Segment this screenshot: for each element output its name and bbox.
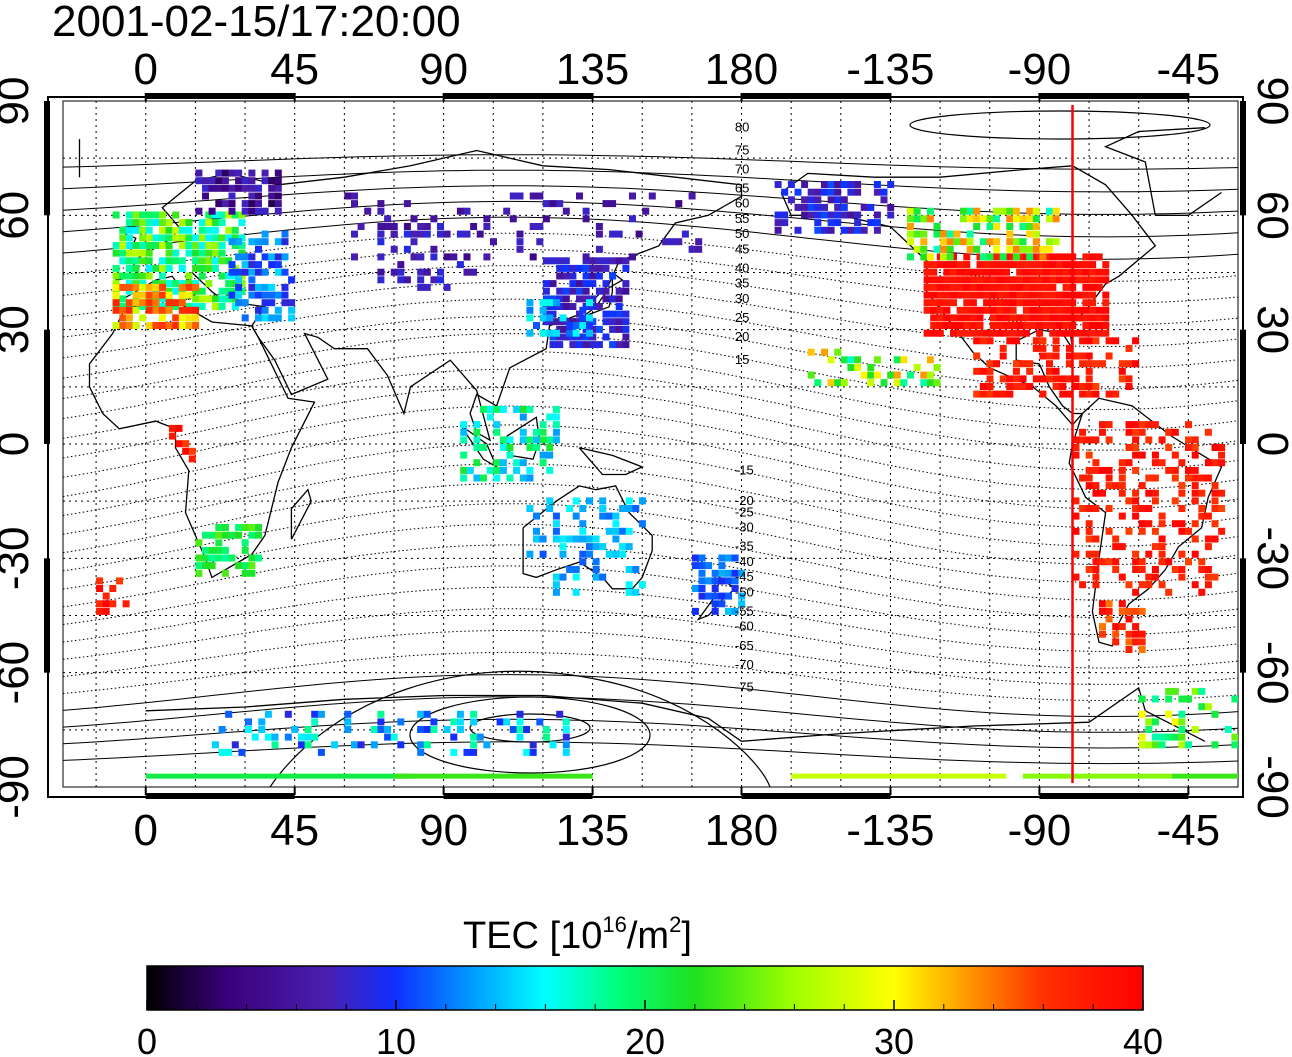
- contour-label: -40: [735, 554, 754, 569]
- lon-tick-label-bottom: -45: [1157, 806, 1221, 855]
- colorbar-label-sup1: 16: [602, 912, 626, 937]
- contour-label: 20: [735, 329, 749, 344]
- contour-label: -55: [735, 604, 754, 619]
- lon-tick-label-top: 180: [705, 45, 778, 94]
- lat-tick-label-left: 90: [0, 77, 38, 126]
- contour-label: -30: [735, 520, 754, 535]
- colorbar-label-main: TEC [10: [463, 915, 602, 957]
- contour-label: 50: [735, 226, 749, 241]
- lon-tick-label-bottom: -90: [1008, 806, 1072, 855]
- colorbar-tick-label: 40: [1123, 1021, 1163, 1057]
- lat-tick-label-right: 60: [1248, 191, 1292, 240]
- lat-tick-label-left: 60: [0, 191, 38, 240]
- colorbar-tick-label: 20: [625, 1021, 665, 1057]
- contour-label: 40: [735, 261, 749, 276]
- contour-label: 80: [735, 119, 749, 134]
- contour-label: 25: [735, 310, 749, 325]
- lat-tick-label-left: -30: [0, 527, 38, 591]
- contour-label: -15: [735, 462, 754, 477]
- lat-tick-label-right: -60: [1248, 641, 1292, 705]
- contour-label: -70: [735, 657, 754, 672]
- contour-label: 75: [735, 142, 749, 157]
- lat-tick-label-right: 30: [1248, 305, 1292, 354]
- colorbar-label-end: ]: [681, 915, 692, 957]
- contour-label: -75: [735, 680, 754, 695]
- contour-label: 35: [735, 276, 749, 291]
- axis-labels: 0045459090135135180180-135-135-90-90-45-…: [0, 45, 1292, 855]
- lon-tick-label-top: 0: [134, 45, 158, 94]
- lon-tick-label-bottom: 45: [270, 806, 319, 855]
- colorbar-ticks: 0 10 20 30 40: [137, 1000, 1163, 1057]
- timestamp-title: 2001-02-15/17:20:00: [52, 0, 461, 46]
- contour-label: -35: [735, 539, 754, 554]
- lat-tick-label-right: -90: [1248, 755, 1292, 819]
- contour-label: 60: [735, 196, 749, 211]
- frame-ticks: [44, 93, 1246, 799]
- lat-tick-label-left: 0: [0, 432, 38, 456]
- lon-tick-label-bottom: 180: [705, 806, 778, 855]
- colorbar-tick-label: 0: [137, 1021, 157, 1057]
- lat-tick-label-right: 0: [1248, 432, 1292, 456]
- lon-tick-label-top: 45: [270, 45, 319, 94]
- lon-tick-label-top: -45: [1157, 45, 1221, 94]
- contour-label: 30: [735, 291, 749, 306]
- colorbar-label-sup2: 2: [669, 912, 681, 937]
- lat-tick-label-right: 90: [1248, 77, 1292, 126]
- lon-tick-label-top: -135: [846, 45, 934, 94]
- contour-label: -45: [735, 569, 754, 584]
- lon-tick-label-top: 135: [556, 45, 629, 94]
- colorbar-label: TEC [1016/m2]: [463, 912, 692, 957]
- lon-tick-label-top: 90: [419, 45, 468, 94]
- contour-label: 55: [735, 211, 749, 226]
- contour-label: 70: [735, 161, 749, 176]
- lon-tick-label-top: -90: [1008, 45, 1072, 94]
- contour-label: -20: [735, 493, 754, 508]
- lon-tick-label-bottom: 135: [556, 806, 629, 855]
- colorbar-tick-label: 10: [376, 1021, 416, 1057]
- contour-label: 45: [735, 241, 749, 256]
- colorbar-label-mid: /m: [627, 915, 669, 957]
- colorbar-tick-label: 30: [874, 1021, 914, 1057]
- contour-label: -25: [735, 504, 754, 519]
- contour-label: -60: [735, 619, 754, 634]
- contour-label: -65: [735, 638, 754, 653]
- lat-tick-label-right: -30: [1248, 527, 1292, 591]
- contour-label: 65: [735, 180, 749, 195]
- contour-label: 15: [735, 352, 749, 367]
- contour-label: -50: [735, 584, 754, 599]
- lon-tick-label-bottom: 0: [134, 806, 158, 855]
- lon-tick-label-bottom: -135: [846, 806, 934, 855]
- lat-tick-label-left: -90: [0, 755, 38, 819]
- tec-data-cells: [96, 169, 1238, 779]
- lat-tick-label-left: 30: [0, 305, 38, 354]
- lat-tick-label-left: -60: [0, 641, 38, 705]
- lon-tick-label-bottom: 90: [419, 806, 468, 855]
